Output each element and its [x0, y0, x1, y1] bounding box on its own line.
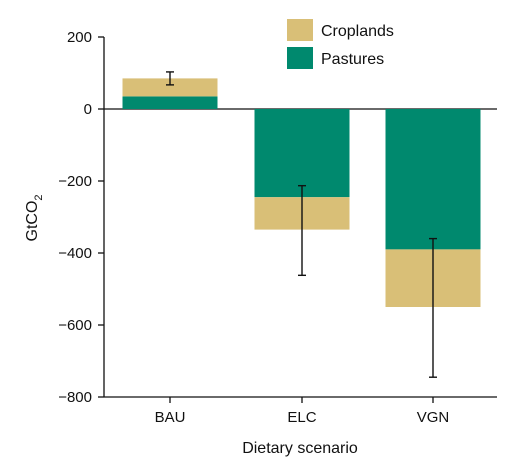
- x-tick-label: ELC: [287, 409, 316, 426]
- y-axis-title-subscript: 2: [33, 194, 45, 200]
- bar-bau-pastures: [122, 96, 218, 109]
- axes: 200 0 −200 −400 −600 −800 BAU ELC VGN: [58, 29, 497, 426]
- bar-vgn-pastures: [385, 109, 481, 250]
- legend-swatch-croplands: [287, 19, 313, 41]
- legend: Croplands Pastures: [287, 19, 394, 69]
- labels: Dietary scenario GtCO2: [24, 194, 358, 457]
- legend-swatch-pastures: [287, 47, 313, 69]
- y-tick-label: −600: [58, 317, 92, 334]
- error-bars: [166, 71, 437, 378]
- y-tick-label: 0: [84, 101, 92, 118]
- legend-label-croplands: Croplands: [321, 23, 394, 40]
- y-tick-label: 200: [67, 29, 92, 46]
- bar-elc-pastures: [254, 109, 350, 198]
- bars: [122, 78, 481, 307]
- x-tick-label: BAU: [155, 409, 186, 426]
- x-tick-label: VGN: [417, 409, 450, 426]
- y-axis-title: GtCO2: [24, 194, 45, 241]
- y-axis-title-main: GtCO: [24, 201, 41, 242]
- bar-bau-croplands: [122, 78, 218, 97]
- y-tick-label: −400: [58, 245, 92, 262]
- y-tick-label: −200: [58, 173, 92, 190]
- x-axis-title: Dietary scenario: [242, 440, 358, 457]
- y-tick-label: −800: [58, 389, 92, 406]
- legend-label-pastures: Pastures: [321, 51, 384, 68]
